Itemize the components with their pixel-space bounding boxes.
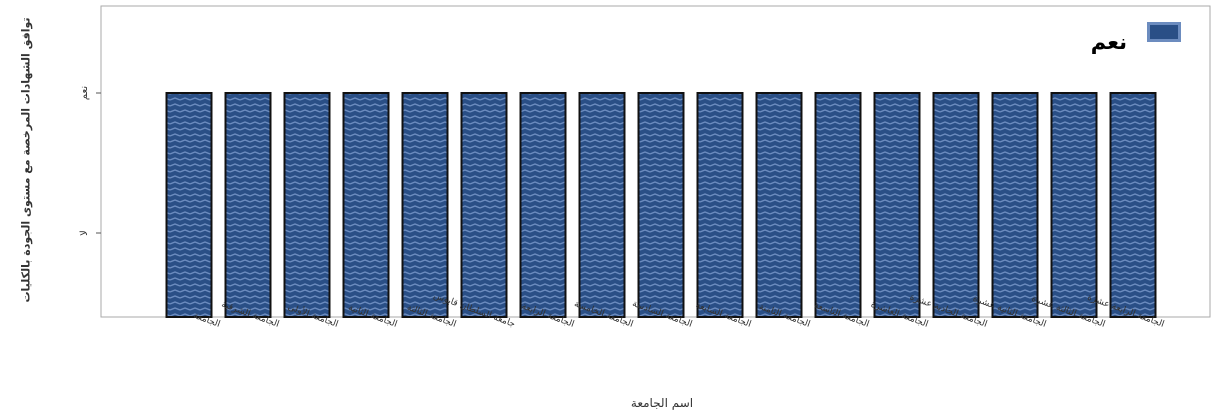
y-ticks-group: نعم لا (79, 86, 101, 236)
bar (637, 92, 685, 318)
bar (283, 92, 331, 318)
legend-swatch (1147, 22, 1181, 42)
bar (401, 92, 449, 318)
legend: نعم (1041, 22, 1181, 82)
y-tick-label: نعم (79, 86, 90, 100)
bar (578, 92, 626, 318)
y-axis-label: توافق الشهادات المرخصة مع مستوى الجودة ب… (19, 17, 33, 303)
legend-label: نعم (1090, 30, 1127, 54)
bar (460, 92, 508, 318)
x-axis-label: اسم الجامعة (630, 396, 694, 410)
bar (519, 92, 567, 318)
bar (1109, 92, 1157, 318)
y-tick-label: لا (79, 230, 90, 236)
bar (991, 92, 1039, 318)
bar (932, 92, 980, 318)
bar (873, 92, 921, 318)
bar (224, 92, 272, 318)
bars-group (165, 92, 1157, 318)
bar (696, 92, 744, 318)
bar (814, 92, 862, 318)
bar (1050, 92, 1098, 318)
bar (165, 92, 213, 318)
bar (755, 92, 803, 318)
bar (342, 92, 390, 318)
